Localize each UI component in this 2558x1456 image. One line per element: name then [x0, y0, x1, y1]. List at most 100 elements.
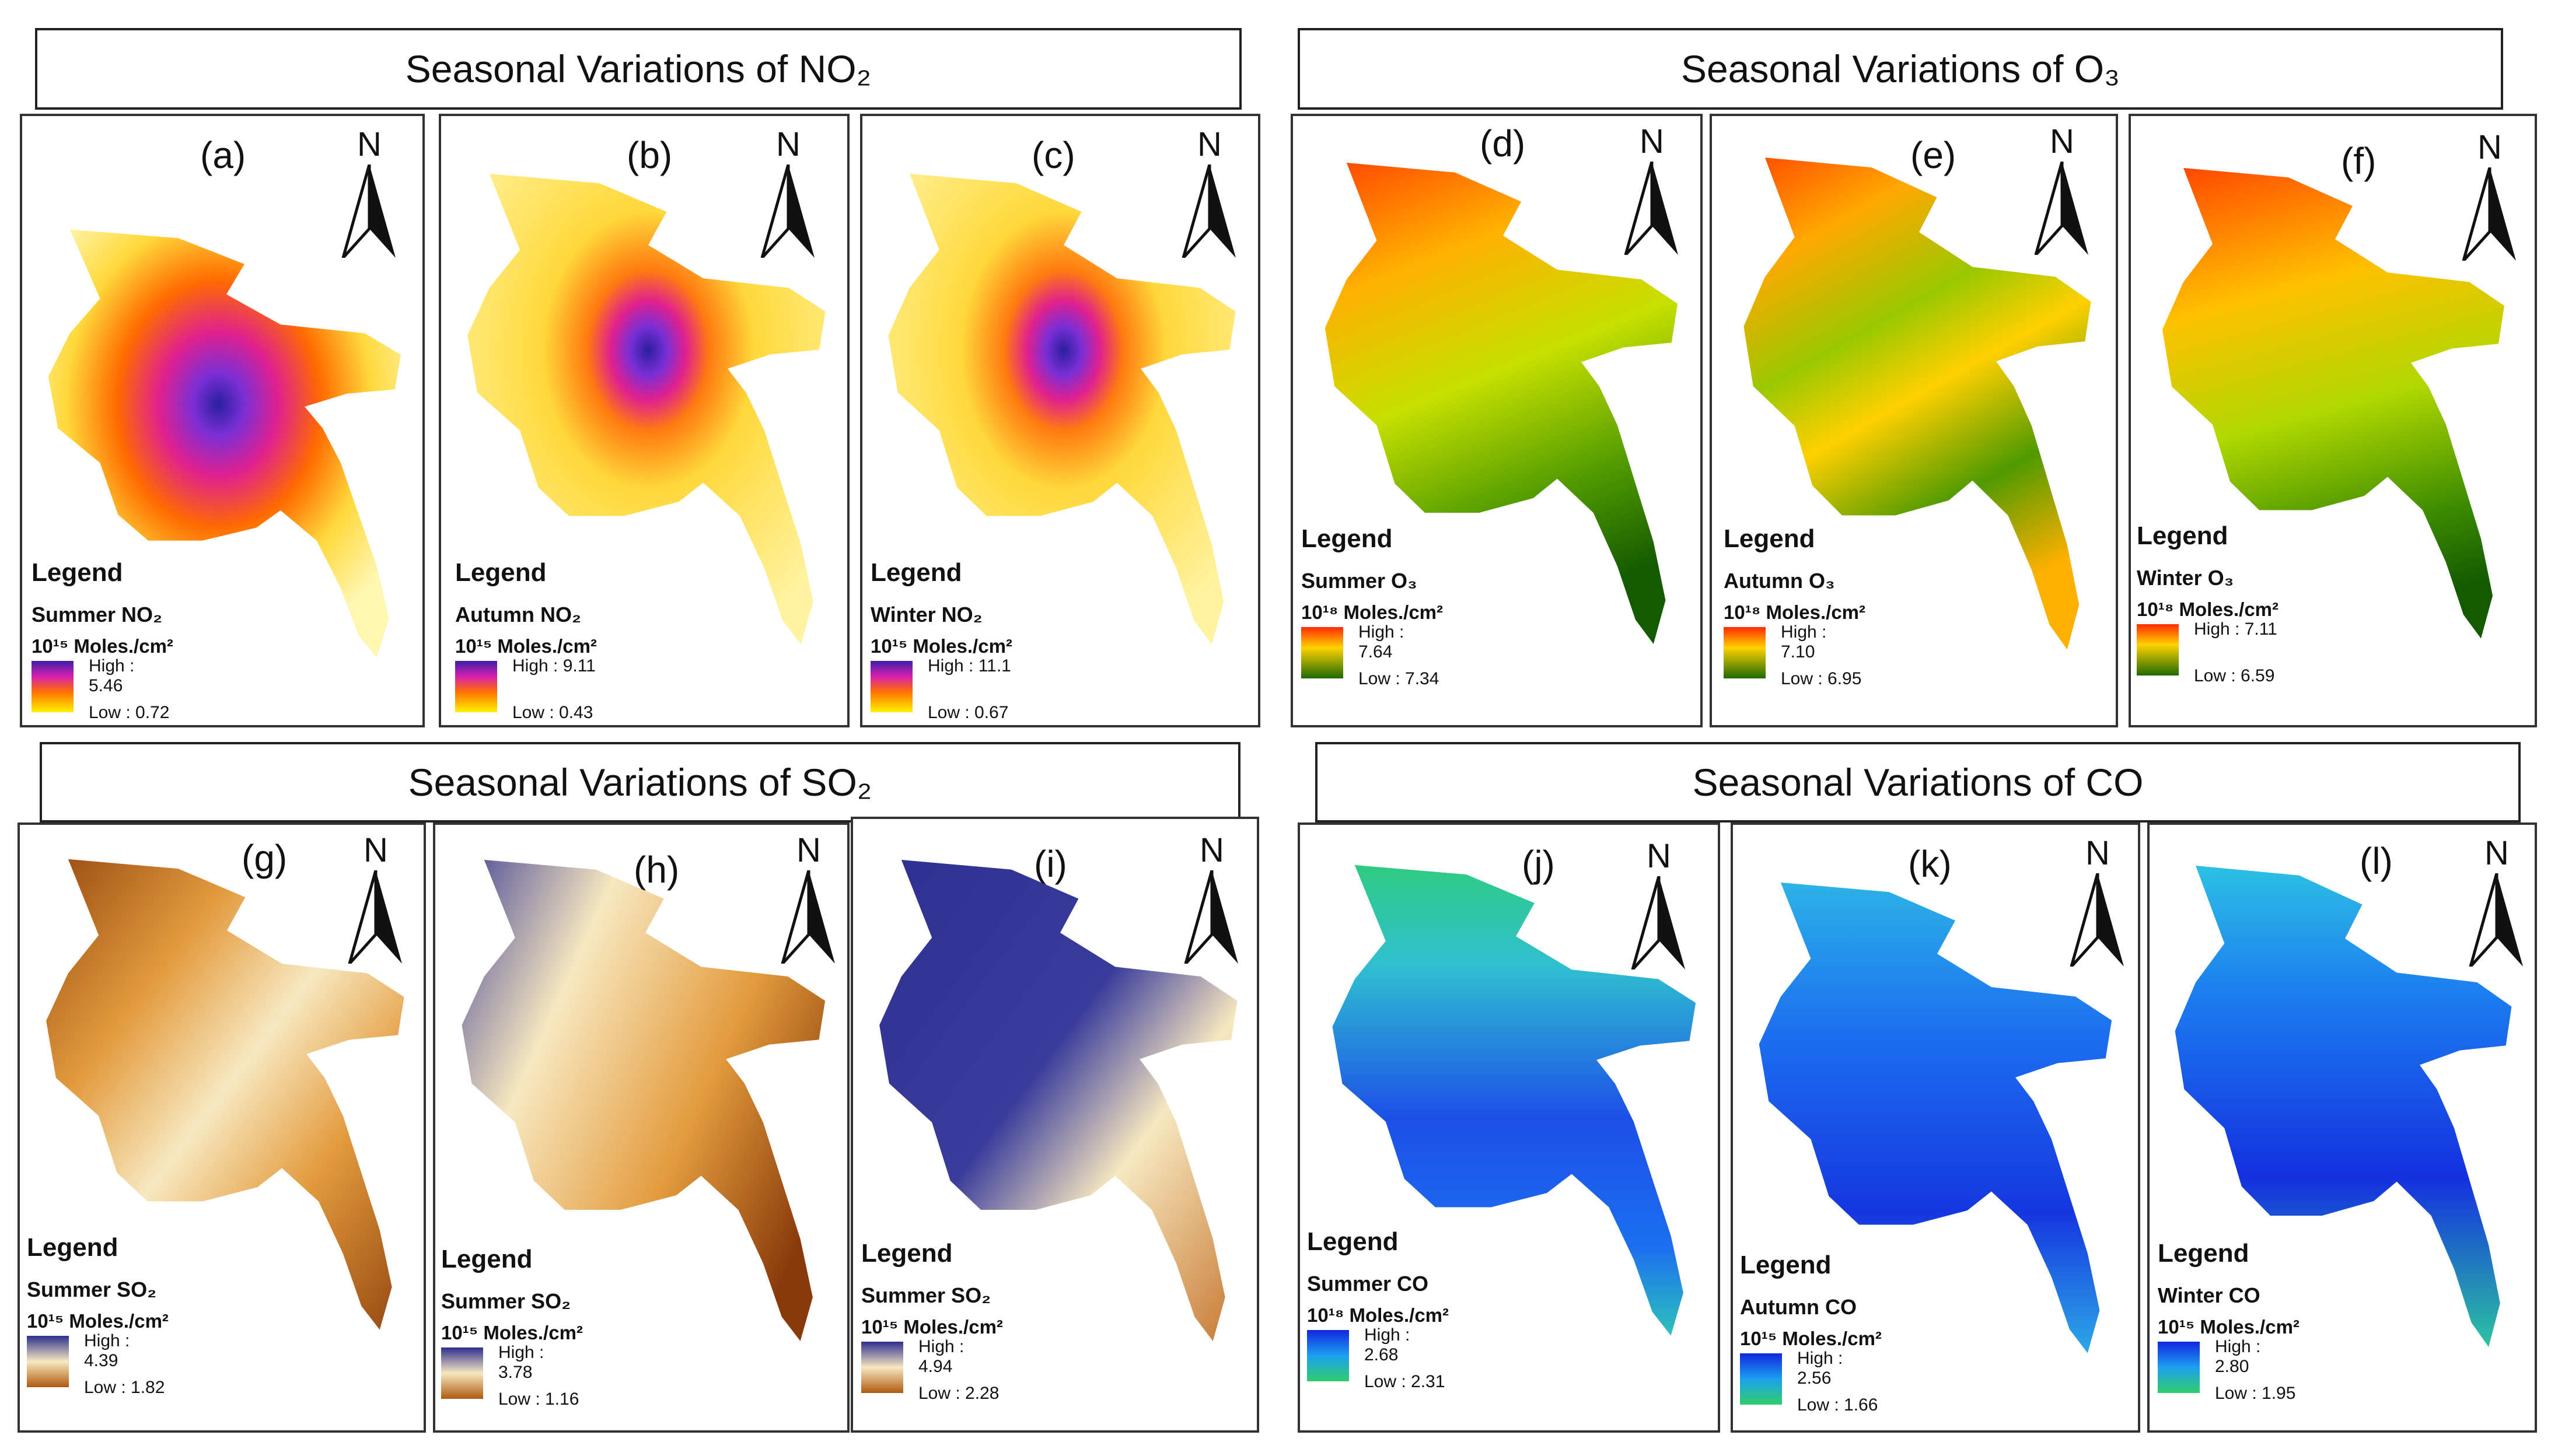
legend-color-ramp — [1301, 627, 1343, 678]
legend: Legend Autumn CO 10¹⁵ Moles./cm² High : … — [1740, 1251, 1882, 1415]
panel-label: (e) — [1910, 134, 1956, 176]
legend-color-ramp — [2137, 624, 2179, 676]
panel-label: (j) — [1522, 843, 1555, 885]
legend-low: Low : 1.95 — [2215, 1384, 2296, 1403]
legend: Legend Summer SO₂ 10¹⁵ Moles./cm² High :… — [27, 1233, 169, 1397]
title-no2: Seasonal Variations of NO₂ — [35, 28, 1242, 110]
legend-high: High : 3.78 — [498, 1343, 544, 1382]
legend-color-ramp — [455, 661, 497, 712]
legend-high: High : 2.68 — [1364, 1325, 1410, 1364]
legend-low: Low : 2.28 — [918, 1384, 1000, 1403]
legend-unit: 10¹⁸ Moles./cm² — [1307, 1304, 1449, 1326]
legend-variable: Summer NO₂ — [32, 603, 163, 626]
north-arrow-icon: N — [2030, 122, 2094, 256]
legend-variable: Autumn CO — [1740, 1295, 1857, 1319]
legend-variable: Summer SO₂ — [861, 1283, 991, 1307]
legend-title: Legend — [861, 1239, 953, 1268]
legend-variable: Summer SO₂ — [441, 1289, 571, 1313]
panel-label: (a) — [200, 134, 246, 176]
legend-unit: 10¹⁵ Moles./cm² — [1740, 1328, 1882, 1349]
map-panel-j: (j) N Legend Summer CO 10¹⁸ Moles./cm² H… — [1298, 822, 1720, 1433]
legend-high: High : 2.80 — [2215, 1337, 2261, 1376]
legend: Legend Autumn O₃ 10¹⁸ Moles./cm² High : … — [1724, 524, 1865, 688]
panel-label: (l) — [2360, 840, 2393, 882]
legend: Legend Summer SO₂ 10¹⁵ Moles./cm² High :… — [861, 1239, 1003, 1403]
legend: Legend Summer SO₂ 10¹⁵ Moles./cm² High :… — [441, 1245, 583, 1409]
legend: Legend Summer O₃ 10¹⁸ Moles./cm² High : … — [1301, 524, 1443, 688]
legend-color-ramp — [441, 1348, 483, 1399]
legend-low: Low : 2.31 — [1364, 1372, 1445, 1391]
panel-label: (f) — [2341, 140, 2377, 182]
legend-unit: 10¹⁸ Moles./cm² — [2137, 598, 2279, 620]
bangladesh-map — [462, 860, 826, 1341]
map-panel-h: (h) N Legend Summer SO₂ 10¹⁵ Moles./cm² … — [433, 822, 850, 1433]
bangladesh-map — [2162, 167, 2504, 639]
title-no2-text: Seasonal Variations of NO₂ — [405, 47, 872, 90]
map-panel-b: (b) N Legend Autumn NO₂ 10¹⁵ Moles./cm² … — [439, 114, 850, 727]
map-panel-c: (c) N Legend Winter NO₂ 10¹⁵ Moles./cm² … — [860, 114, 1260, 727]
legend-title: Legend — [455, 558, 547, 587]
north-arrow-icon: N — [1620, 122, 1684, 256]
legend-low: Low : 1.16 — [498, 1390, 579, 1409]
title-so2-text: Seasonal Variations of SO₂ — [408, 761, 872, 804]
north-arrow-icon: N — [1180, 831, 1244, 965]
legend-high: High : 11.1 — [928, 656, 1011, 676]
map-panel-f: (f) N Legend Winter O₃ 10¹⁸ Moles./cm² H… — [2129, 114, 2537, 727]
legend-title: Legend — [1307, 1227, 1399, 1256]
legend-high: High : 7.10 — [1781, 622, 1827, 662]
legend-unit: 10¹⁵ Moles./cm² — [2158, 1316, 2300, 1338]
legend-high: High : 2.56 — [1797, 1349, 1843, 1388]
legend-unit: 10¹⁸ Moles./cm² — [1724, 601, 1866, 623]
legend-high: High : 7.11 — [2194, 620, 2277, 639]
north-arrow-icon: N — [2066, 834, 2130, 968]
panel-label: (h) — [634, 849, 680, 891]
title-co-text: Seasonal Variations of CO — [1692, 761, 2144, 804]
legend: Legend Summer NO₂ 10¹⁵ Moles./cm² High :… — [32, 558, 173, 722]
legend: Legend Autumn NO₂ 10¹⁵ Moles./cm² High :… — [455, 558, 597, 722]
legend-title: Legend — [871, 558, 962, 587]
north-arrow-icon: N — [344, 831, 408, 965]
legend-low: Low : 0.43 — [512, 703, 593, 722]
bangladesh-map — [467, 173, 826, 645]
legend-variable: Autumn NO₂ — [455, 603, 581, 626]
map-panel-d: (d) N Legend Summer O₃ 10¹⁸ Moles./cm² H… — [1291, 114, 1703, 727]
legend-color-ramp — [27, 1336, 69, 1387]
legend-variable: Summer O₃ — [1301, 569, 1417, 593]
legend-title: Legend — [1724, 524, 1815, 553]
legend: Legend Winter CO 10¹⁵ Moles./cm² High : … — [2158, 1239, 2300, 1403]
legend: Legend Summer CO 10¹⁸ Moles./cm² High : … — [1307, 1227, 1449, 1391]
legend-variable: Winter CO — [2158, 1283, 2260, 1307]
map-panel-g: (g) N Legend Summer SO₂ 10¹⁵ Moles./cm² … — [18, 822, 426, 1433]
legend-high: High : 9.11 — [512, 656, 596, 676]
legend-variable: Winter O₃ — [2137, 566, 2234, 590]
bangladesh-map — [2175, 866, 2512, 1347]
bangladesh-map — [48, 229, 401, 657]
legend-color-ramp — [1307, 1330, 1349, 1381]
north-arrow-icon: N — [337, 125, 401, 259]
north-arrow-icon: N — [1627, 836, 1691, 971]
legend-unit: 10¹⁵ Moles./cm² — [861, 1316, 1003, 1338]
legend-unit: 10¹⁵ Moles./cm² — [32, 635, 173, 657]
legend: Legend Winter O₃ 10¹⁸ Moles./cm² High : … — [2137, 522, 2279, 685]
legend-low: Low : 0.67 — [928, 703, 1009, 722]
map-panel-k: (k) N Legend Autumn CO 10¹⁵ Moles./cm² H… — [1731, 822, 2140, 1433]
map-panel-l: (l) N Legend Winter CO 10¹⁵ Moles./cm² H… — [2147, 822, 2537, 1433]
legend-low: Low : 6.59 — [2194, 666, 2275, 685]
legend-low: Low : 0.72 — [89, 703, 170, 722]
legend-color-ramp — [32, 661, 74, 712]
map-panel-e: (e) N Legend Autumn O₃ 10¹⁸ Moles./cm² H… — [1710, 114, 2118, 727]
legend-color-ramp — [1740, 1353, 1782, 1405]
legend-low: Low : 7.34 — [1358, 669, 1439, 688]
legend-high: High : 4.39 — [84, 1331, 130, 1370]
title-o3: Seasonal Variations of O₃ — [1298, 28, 2503, 110]
legend-title: Legend — [1301, 524, 1393, 553]
legend-title: Legend — [2158, 1239, 2249, 1268]
legend-title: Legend — [27, 1233, 118, 1262]
legend-high: High : 5.46 — [89, 656, 135, 695]
bangladesh-map — [1743, 158, 2091, 650]
north-arrow-icon: N — [756, 125, 820, 259]
north-arrow-icon: N — [777, 831, 841, 965]
panel-label: (d) — [1480, 123, 1526, 164]
north-arrow-icon: N — [2465, 834, 2529, 968]
legend-variable: Summer CO — [1307, 1272, 1429, 1296]
